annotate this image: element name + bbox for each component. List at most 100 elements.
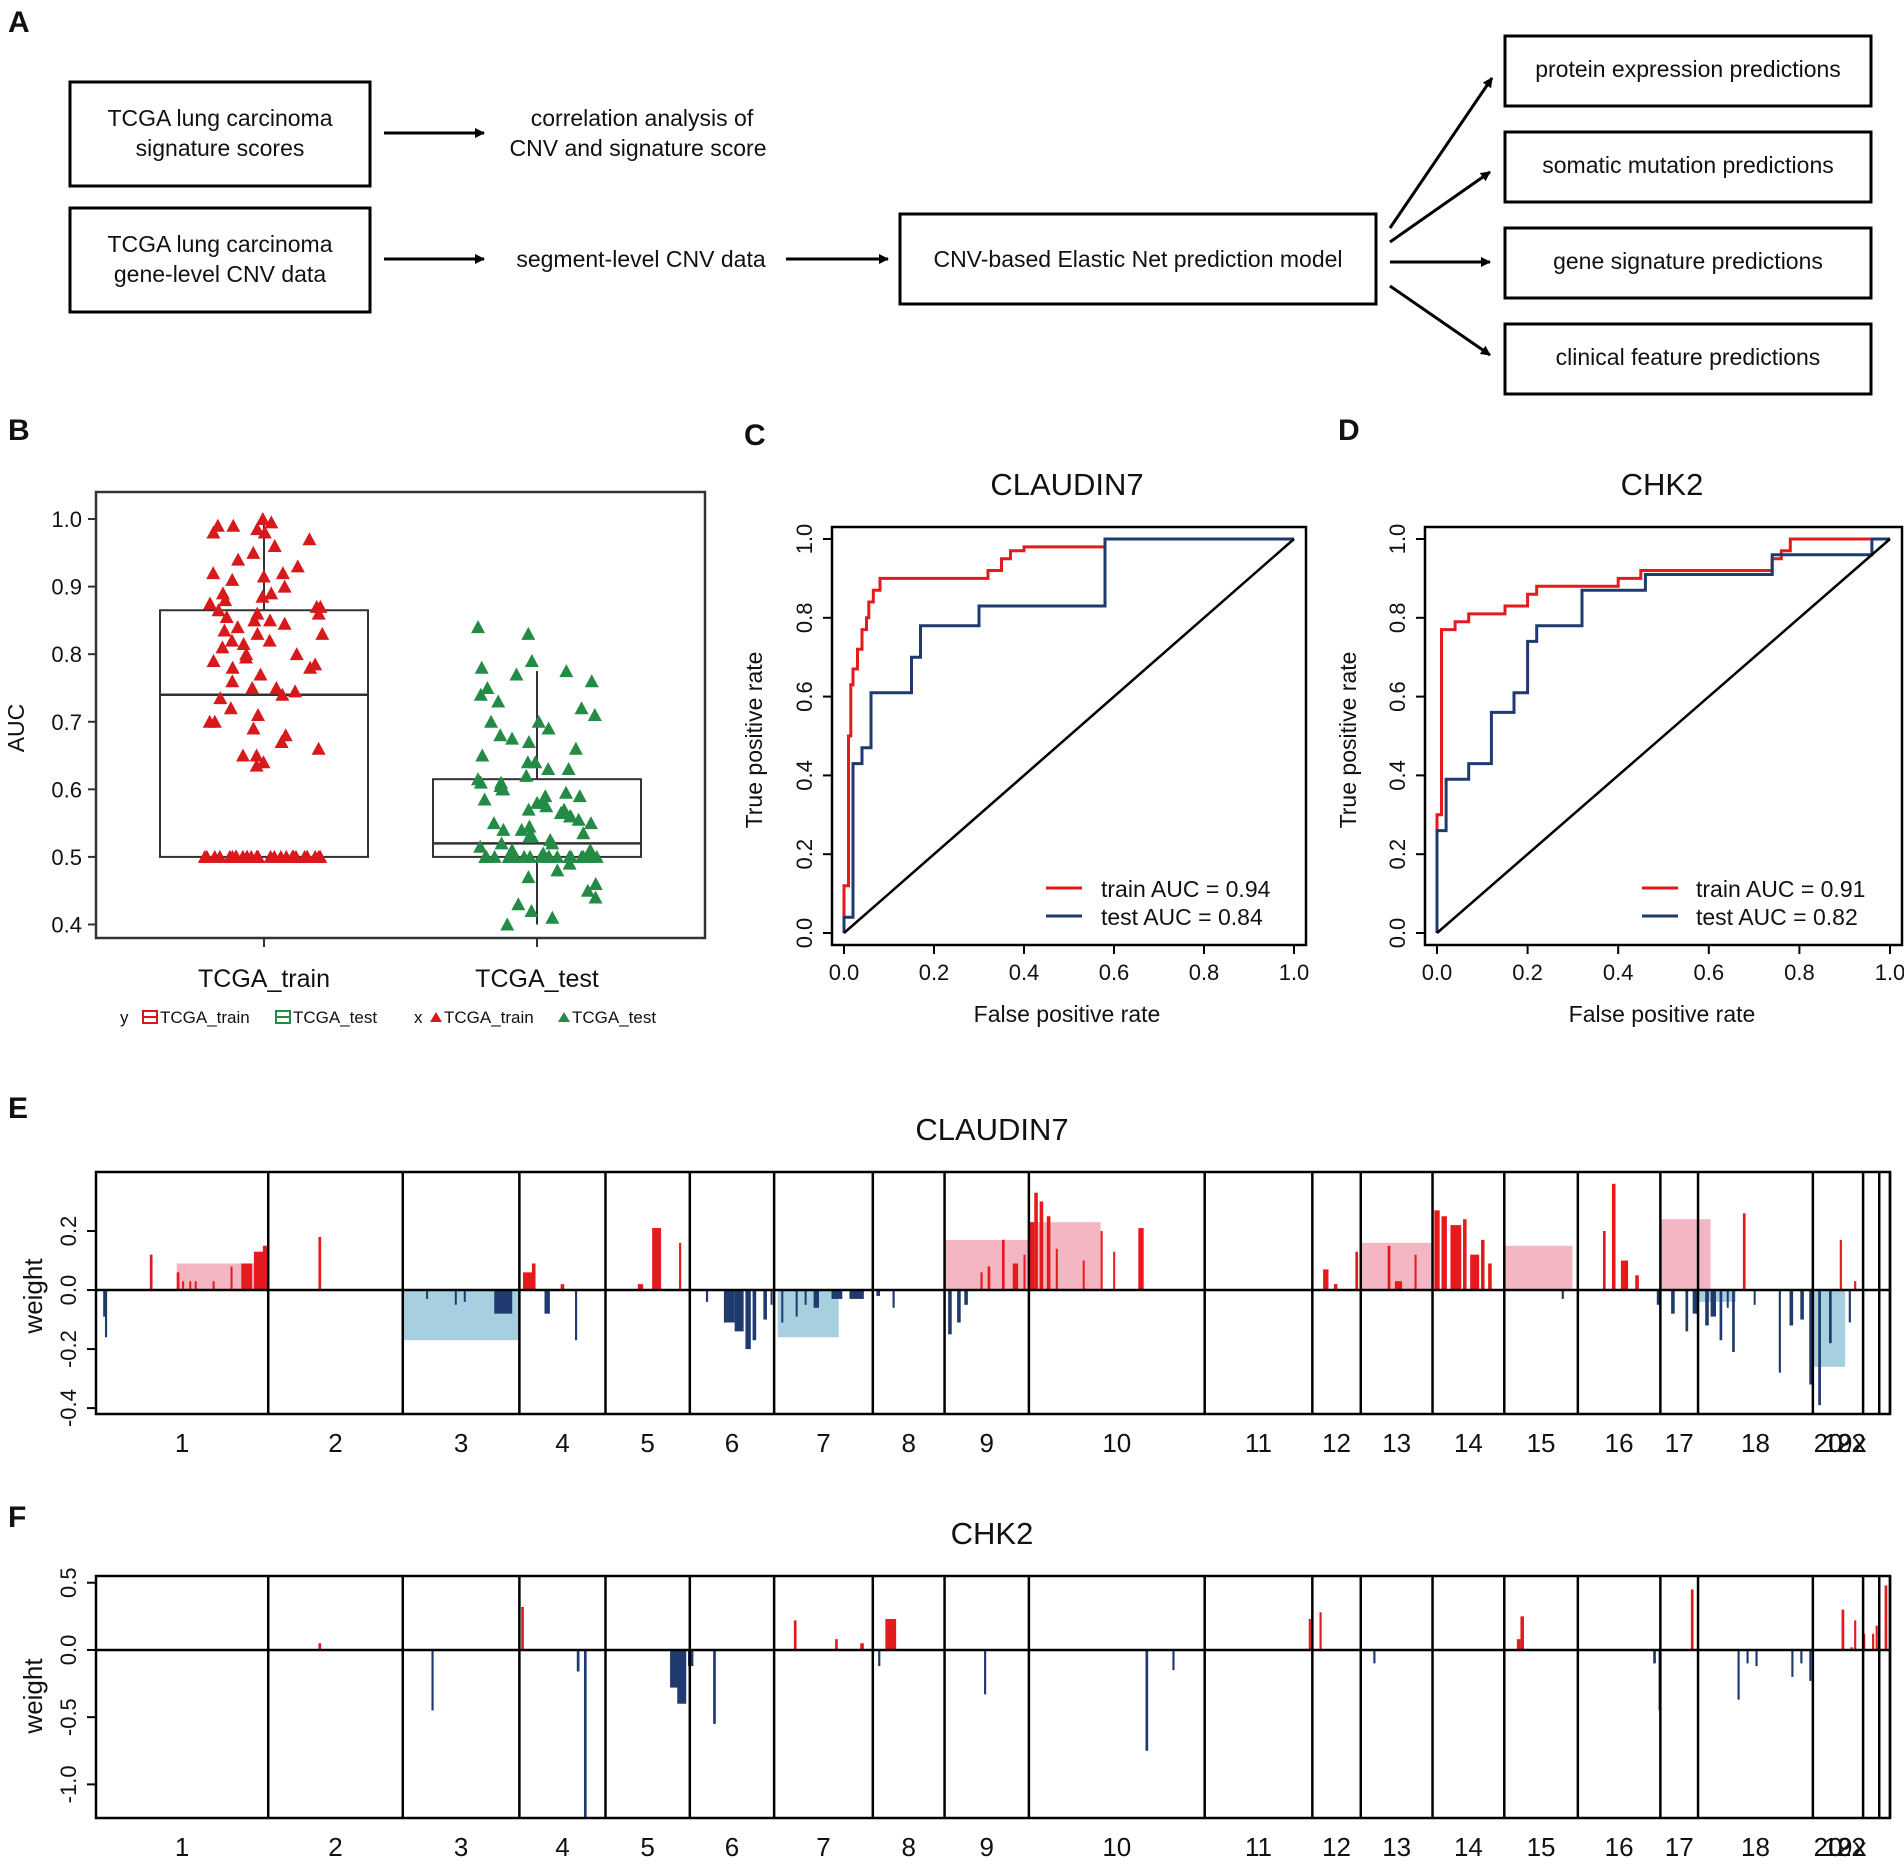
weight-bar — [679, 1242, 682, 1291]
b-point — [541, 721, 556, 735]
weight-bar — [804, 1290, 807, 1305]
weight-bar — [1719, 1290, 1723, 1341]
weight-bar — [1620, 1260, 1629, 1291]
b-point — [559, 664, 574, 678]
b-point — [275, 566, 290, 580]
weight-bar — [637, 1284, 644, 1291]
b-point — [262, 633, 277, 647]
weight-bar — [521, 1606, 524, 1650]
box-gene-signature-label: gene signature predictions — [1553, 248, 1823, 274]
b-ytick-label: 0.4 — [51, 912, 82, 937]
weight-bar — [1800, 1290, 1804, 1320]
weight-bar — [770, 1290, 773, 1305]
b-point — [494, 836, 509, 850]
roc-xtick-label: 0.4 — [1603, 960, 1634, 985]
weight-bar — [1520, 1616, 1525, 1650]
b-point — [267, 849, 282, 863]
panel-f-weights: CHK2 weight 1 2 3 4 5 6 7 8 9 10 11 12 13 14 15 16 17 18 1… — [18, 1516, 1892, 1862]
b-point — [545, 910, 560, 924]
b-point — [217, 623, 232, 637]
roc-ytick-label: 0.6 — [792, 681, 817, 712]
e-ylabel: weight — [18, 1258, 48, 1335]
roc-frame — [1423, 525, 1904, 947]
weights-ytick-label: 0.2 — [56, 1216, 81, 1247]
d-title: CHK2 — [1621, 467, 1704, 502]
b-point — [235, 748, 250, 762]
box-clinical — [1503, 322, 1873, 396]
b-point — [315, 626, 330, 640]
b-point — [545, 836, 560, 850]
weight-bar — [1854, 1281, 1857, 1291]
weight-bar — [431, 1649, 434, 1711]
d-legend-train: train AUC = 0.91 — [1696, 876, 1865, 902]
b-legend: y TCGA_train TCGA_test x TCGA_train TCGA… — [120, 1008, 656, 1027]
weight-bar — [1034, 1192, 1038, 1291]
b-point — [522, 819, 537, 833]
chromosome-label: 22 — [1837, 1428, 1866, 1458]
b-point — [486, 816, 501, 830]
b-point — [509, 667, 524, 681]
b-point — [202, 714, 217, 728]
weight-bar — [1480, 1239, 1485, 1291]
d-ylabel: True positive rate — [1335, 652, 1361, 829]
b-point — [480, 680, 495, 694]
roc-xtick-label: 0.6 — [1099, 960, 1130, 985]
weight-bar — [1113, 1251, 1116, 1291]
weight-bar — [1172, 1649, 1175, 1671]
weight-bar — [1705, 1290, 1709, 1326]
b-cat-train: TCGA_train — [198, 965, 330, 993]
b-point — [247, 613, 262, 627]
chromosome-label: 4 — [555, 1428, 569, 1458]
roc-ytick-label: 0.8 — [792, 603, 817, 634]
weight-bar — [1012, 1263, 1019, 1291]
b-point — [218, 593, 233, 607]
b-point — [531, 714, 546, 728]
b-point — [267, 539, 282, 553]
weight-bar — [1373, 1649, 1376, 1664]
b-point — [583, 816, 598, 830]
chromosome-label: 5 — [640, 1428, 654, 1458]
b-point — [474, 660, 489, 674]
chromosome-label: 9 — [979, 1832, 993, 1862]
weight-bar — [463, 1290, 466, 1302]
weights-ytick-label: 0.0 — [56, 1635, 81, 1666]
b-point — [502, 849, 517, 863]
b-point — [473, 775, 488, 789]
weight-bar — [781, 1290, 784, 1323]
b-point — [213, 691, 228, 705]
weight-bar — [104, 1290, 108, 1338]
weight-bar — [531, 1263, 536, 1291]
b-point — [571, 812, 586, 826]
weight-bar — [426, 1290, 429, 1299]
chromosome-label: 1 — [175, 1428, 189, 1458]
b-point — [477, 792, 492, 806]
b-point — [239, 650, 254, 664]
b-point — [256, 569, 271, 583]
weight-bar — [677, 1649, 687, 1704]
panel-label-c: C — [744, 419, 766, 452]
b-point — [491, 694, 506, 708]
weights-ytick-label: 0.0 — [56, 1275, 81, 1306]
b-point — [264, 515, 279, 529]
weight-bar — [1387, 1245, 1391, 1291]
roc-xtick-label: 0.8 — [1784, 960, 1815, 985]
weight-bar — [670, 1649, 680, 1688]
weight-bar — [1818, 1290, 1821, 1406]
weight-bar — [1441, 1216, 1447, 1291]
chromosome-label: 2 — [328, 1832, 342, 1862]
box-gene-cnv-line2: gene-level CNV data — [114, 261, 326, 287]
chromosome-label: 16 — [1605, 1428, 1634, 1458]
box-mutation-label: somatic mutation predictions — [1542, 152, 1833, 178]
chromosome-label: 7 — [816, 1428, 830, 1458]
b-point — [224, 633, 239, 647]
arrow-to-protein — [1388, 77, 1494, 229]
roc-xtick-label: 1.0 — [1875, 960, 1904, 985]
b-point — [471, 620, 486, 634]
weight-bar — [318, 1236, 322, 1291]
b-point — [550, 863, 565, 877]
b-point — [277, 579, 292, 593]
b-point — [521, 735, 536, 749]
b-point — [568, 741, 583, 755]
weight-bar — [241, 1263, 253, 1291]
b-point — [539, 799, 554, 813]
